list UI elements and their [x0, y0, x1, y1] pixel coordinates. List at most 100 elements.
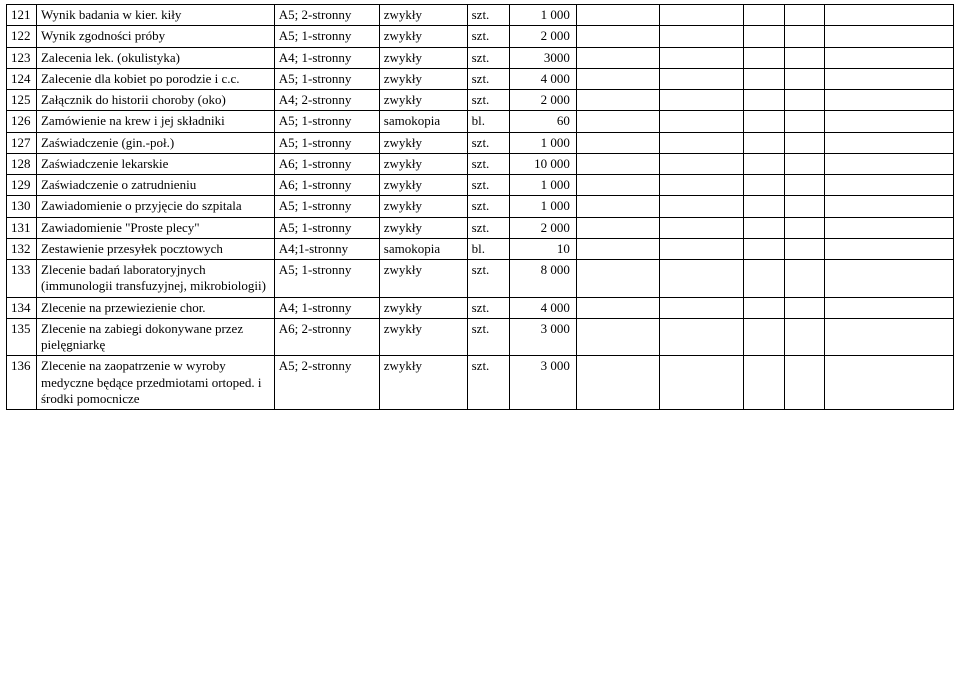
row-format: A5; 1-stronny — [274, 132, 379, 153]
row-unit: szt. — [467, 196, 510, 217]
row-empty-5 — [825, 111, 954, 132]
row-format: A4; 1-stronny — [274, 297, 379, 318]
row-number: 130 — [7, 196, 37, 217]
row-format: A5; 2-stronny — [274, 356, 379, 410]
row-number: 135 — [7, 318, 37, 356]
row-unit: szt. — [467, 47, 510, 68]
row-empty-2 — [660, 5, 744, 26]
row-empty-1 — [576, 68, 660, 89]
row-empty-3 — [743, 356, 784, 410]
table-row: 124Zalecenie dla kobiet po porodzie i c.… — [7, 68, 954, 89]
row-empty-1 — [576, 90, 660, 111]
row-number: 128 — [7, 153, 37, 174]
row-empty-3 — [743, 297, 784, 318]
row-empty-5 — [825, 196, 954, 217]
row-unit: bl. — [467, 111, 510, 132]
row-number: 125 — [7, 90, 37, 111]
row-empty-1 — [576, 217, 660, 238]
row-format: A6; 1-stronny — [274, 175, 379, 196]
row-empty-1 — [576, 5, 660, 26]
row-description: Zawiadomienie o przyjęcie do szpitala — [36, 196, 274, 217]
row-quantity: 8 000 — [510, 260, 576, 298]
row-empty-2 — [660, 153, 744, 174]
row-empty-2 — [660, 90, 744, 111]
row-unit: szt. — [467, 318, 510, 356]
row-papertype: zwykły — [379, 26, 467, 47]
row-description: Zaświadczenie (gin.-poł.) — [36, 132, 274, 153]
row-description: Zaświadczenie o zatrudnieniu — [36, 175, 274, 196]
row-description: Zamówienie na krew i jej składniki — [36, 111, 274, 132]
row-empty-3 — [743, 318, 784, 356]
row-description: Zalecenia lek. (okulistyka) — [36, 47, 274, 68]
row-quantity: 2 000 — [510, 26, 576, 47]
row-empty-3 — [743, 217, 784, 238]
row-number: 121 — [7, 5, 37, 26]
row-empty-3 — [743, 260, 784, 298]
row-empty-1 — [576, 132, 660, 153]
table-row: 125Załącznik do historii choroby (oko)A4… — [7, 90, 954, 111]
row-empty-4 — [784, 132, 825, 153]
row-number: 122 — [7, 26, 37, 47]
row-empty-2 — [660, 26, 744, 47]
row-description: Zalecenie dla kobiet po porodzie i c.c. — [36, 68, 274, 89]
row-unit: szt. — [467, 356, 510, 410]
row-quantity: 10 — [510, 238, 576, 259]
row-papertype: zwykły — [379, 153, 467, 174]
row-papertype: zwykły — [379, 68, 467, 89]
row-quantity: 2 000 — [510, 217, 576, 238]
row-empty-3 — [743, 26, 784, 47]
row-number: 126 — [7, 111, 37, 132]
row-quantity: 3 000 — [510, 318, 576, 356]
row-quantity: 1 000 — [510, 5, 576, 26]
row-description: Zlecenie badań laboratoryjnych (immunolo… — [36, 260, 274, 298]
row-description: Zlecenie na zaopatrzenie w wyroby medycz… — [36, 356, 274, 410]
table-row: 136Zlecenie na zaopatrzenie w wyroby med… — [7, 356, 954, 410]
row-empty-4 — [784, 90, 825, 111]
row-empty-5 — [825, 318, 954, 356]
table-row: 133Zlecenie badań laboratoryjnych (immun… — [7, 260, 954, 298]
row-empty-1 — [576, 153, 660, 174]
row-empty-3 — [743, 68, 784, 89]
row-unit: szt. — [467, 90, 510, 111]
table-row: 128Zaświadczenie lekarskieA6; 1-stronnyz… — [7, 153, 954, 174]
row-empty-4 — [784, 196, 825, 217]
row-format: A4; 2-stronny — [274, 90, 379, 111]
row-empty-2 — [660, 68, 744, 89]
row-unit: szt. — [467, 5, 510, 26]
row-unit: szt. — [467, 153, 510, 174]
row-format: A4; 1-stronny — [274, 47, 379, 68]
row-quantity: 4 000 — [510, 297, 576, 318]
row-papertype: zwykły — [379, 318, 467, 356]
row-description: Zestawienie przesyłek pocztowych — [36, 238, 274, 259]
row-empty-4 — [784, 111, 825, 132]
row-empty-2 — [660, 175, 744, 196]
row-format: A6; 2-stronny — [274, 318, 379, 356]
table-row: 134Zlecenie na przewiezienie chor.A4; 1-… — [7, 297, 954, 318]
row-empty-3 — [743, 238, 784, 259]
row-empty-5 — [825, 260, 954, 298]
row-number: 123 — [7, 47, 37, 68]
row-empty-5 — [825, 238, 954, 259]
row-empty-1 — [576, 318, 660, 356]
table-row: 121Wynik badania w kier. kiłyA5; 2-stron… — [7, 5, 954, 26]
row-unit: bl. — [467, 238, 510, 259]
row-papertype: zwykły — [379, 175, 467, 196]
row-empty-5 — [825, 297, 954, 318]
row-number: 131 — [7, 217, 37, 238]
row-empty-4 — [784, 356, 825, 410]
row-papertype: zwykły — [379, 132, 467, 153]
row-empty-2 — [660, 260, 744, 298]
table-row: 126Zamówienie na krew i jej składnikiA5;… — [7, 111, 954, 132]
row-unit: szt. — [467, 132, 510, 153]
row-empty-3 — [743, 5, 784, 26]
row-empty-5 — [825, 132, 954, 153]
row-number: 127 — [7, 132, 37, 153]
row-description: Zawiadomienie "Proste plecy" — [36, 217, 274, 238]
row-unit: szt. — [467, 68, 510, 89]
row-number: 129 — [7, 175, 37, 196]
row-empty-3 — [743, 175, 784, 196]
row-description: Załącznik do historii choroby (oko) — [36, 90, 274, 111]
row-unit: szt. — [467, 260, 510, 298]
row-format: A6; 1-stronny — [274, 153, 379, 174]
row-empty-3 — [743, 153, 784, 174]
